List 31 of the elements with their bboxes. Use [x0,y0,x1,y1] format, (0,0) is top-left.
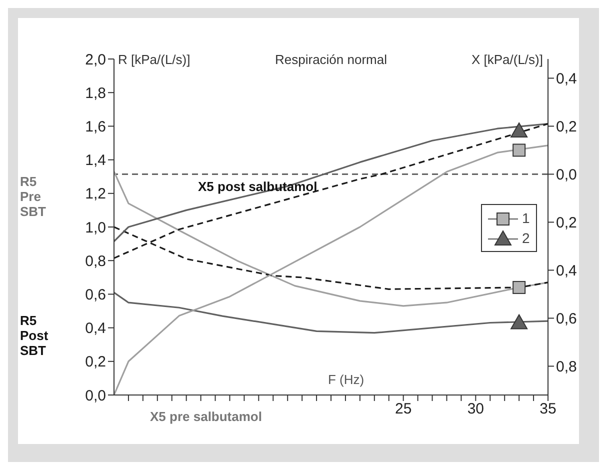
y2-axis-title: X [kPa/(L/s)] [471,52,543,67]
y2-tick-label: 0,6 [556,310,577,328]
y-tick-label: 1,4 [85,152,106,170]
line-series [114,292,548,334]
text: R5 Pre SBT [20,174,47,219]
chart-title: Respiración normal [275,52,387,67]
text: R5 Post SBT [20,313,50,358]
y-tick-label: 0,8 [85,252,106,270]
y-tick-label: 2,0 [85,51,106,68]
y-tick-label: 0,2 [85,354,106,371]
y2-tick-label: 0,2 [556,214,577,232]
y-axis-title: R [kPa/(L/s)] [118,52,190,67]
legend-label: 1 [522,210,530,226]
legend-label: 2 [522,230,530,246]
y-tick-label: 0,4 [85,320,106,338]
y-tick-label: 1,8 [85,84,106,102]
x-tick-label: 25 [394,400,412,418]
y-tick-label: 0,0 [85,387,106,404]
x-tick-label: 35 [540,400,556,418]
y2-tick-label: 0,0 [556,166,577,184]
y-tick-label: 1,6 [85,118,106,136]
y2-tick-label: 0,2 [556,118,577,136]
x-axis-title: F (Hz) [328,372,364,387]
y2-tick-label: 0,4 [556,70,577,88]
y-tick-label: 0,6 [85,286,106,304]
y-tick-label: 1,2 [85,186,106,203]
text: X5 pre salbutamol [150,409,262,424]
y2-tick-label: 0,4 [556,262,577,280]
y2-tick-label: 0,8 [556,358,577,376]
x-tick-label: 30 [467,400,484,418]
y-tick-label: 1,0 [85,219,106,236]
